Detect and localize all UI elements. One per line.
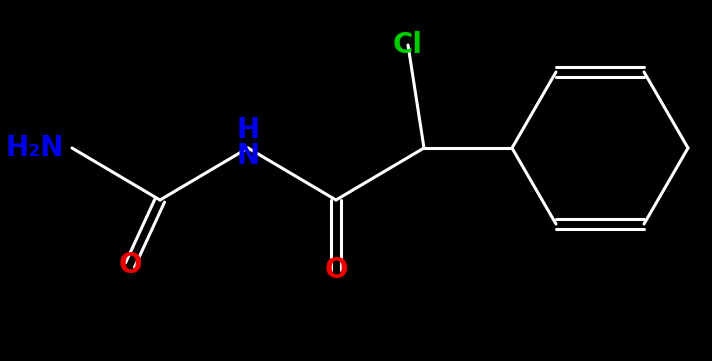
Text: N: N (236, 142, 260, 170)
Text: Cl: Cl (393, 31, 423, 59)
Text: O: O (324, 256, 347, 284)
Text: H: H (236, 116, 260, 144)
Text: H₂N: H₂N (6, 134, 64, 162)
Text: O: O (118, 251, 142, 279)
